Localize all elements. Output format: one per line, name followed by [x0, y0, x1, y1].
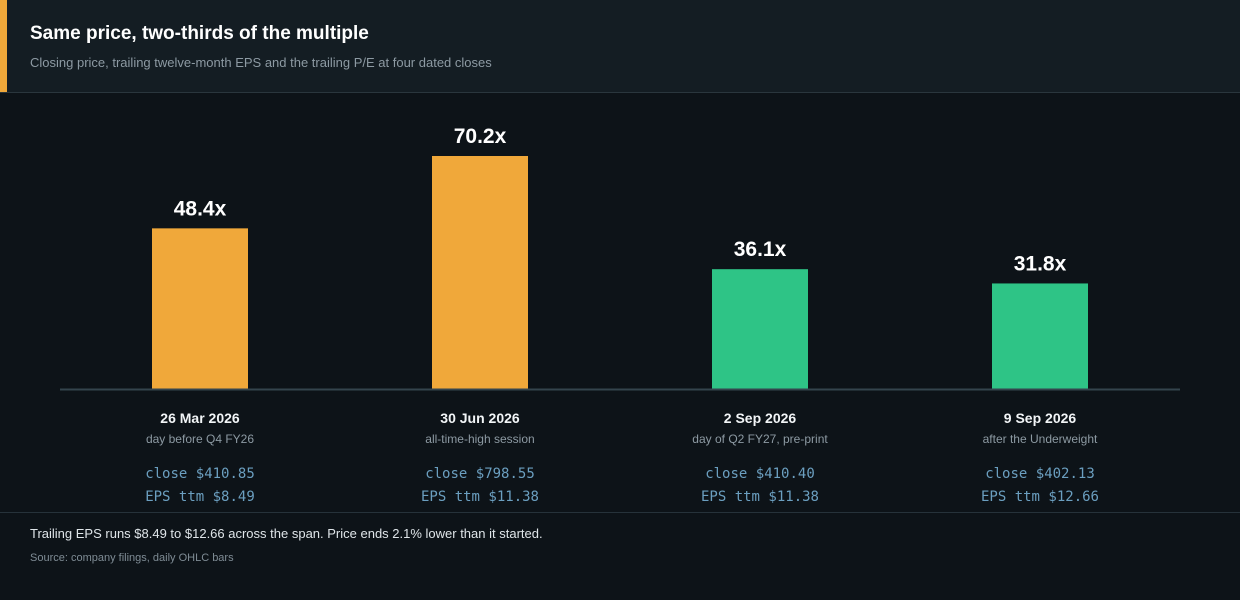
close-price-1: close $410.85 [145, 466, 255, 482]
category-note-1: day before Q4 FY26 [146, 432, 254, 446]
accent-bar [0, 0, 7, 92]
value-label-1: 48.4x [174, 197, 227, 220]
eps-ttm-2: EPS ttm $11.38 [421, 489, 539, 505]
value-label-2: 70.2x [454, 125, 507, 148]
pe-bar-chart: 48.4x 26 Mar 2026 day before Q4 FY26 close … [60, 125, 1180, 505]
value-label-3: 36.1x [734, 238, 787, 261]
chart-title: Same price, two-thirds of the multiple [30, 23, 369, 44]
bar-4 [992, 283, 1088, 389]
bar-3 [712, 269, 808, 389]
category-note-4: after the Underweight [983, 432, 1098, 446]
category-label-2: 30 Jun 2026 [440, 410, 520, 426]
footer-divider [0, 512, 1240, 513]
source-note: Source: company filings, daily OHLC bars [30, 552, 234, 564]
bar-1 [152, 228, 248, 389]
category-note-2: all-time-high session [425, 432, 534, 446]
header: Same price, two-thirds of the multiple C… [0, 0, 1240, 93]
category-label-4: 9 Sep 2026 [1004, 410, 1077, 426]
close-price-3: close $410.40 [705, 466, 815, 482]
close-price-2: close $798.55 [425, 466, 535, 482]
category-note-3: day of Q2 FY27, pre-print [692, 432, 828, 446]
close-price-4: close $402.13 [985, 466, 1095, 482]
bar-2 [432, 156, 528, 389]
footnote: Trailing EPS runs $8.49 to $12.66 across… [30, 526, 543, 541]
category-label-1: 26 Mar 2026 [160, 410, 240, 426]
chart-subtitle: Closing price, trailing twelve-month EPS… [30, 55, 492, 70]
category-label-3: 2 Sep 2026 [724, 410, 797, 426]
value-label-4: 31.8x [1014, 252, 1067, 275]
eps-ttm-3: EPS ttm $11.38 [701, 489, 819, 505]
eps-ttm-1: EPS ttm $8.49 [145, 489, 255, 505]
eps-ttm-4: EPS ttm $12.66 [981, 489, 1099, 505]
